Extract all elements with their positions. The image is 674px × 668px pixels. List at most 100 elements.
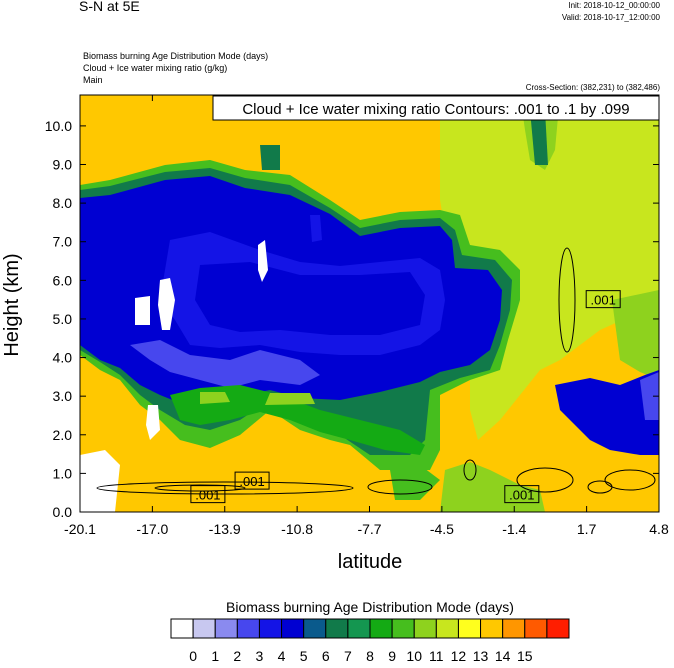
contour-lower-right-2 xyxy=(516,467,574,493)
x-tick-label: -20.1 xyxy=(64,521,96,537)
field-white-blob-1 xyxy=(158,278,175,330)
colorbar-swatch xyxy=(192,618,216,639)
x-tick-label: 1.7 xyxy=(577,521,597,537)
colorbar-label: 6 xyxy=(322,648,330,664)
field-surface-green xyxy=(440,462,545,512)
field-description-1: Biomass burning Age Distribution Mode (d… xyxy=(83,51,269,61)
contour-label-box xyxy=(234,471,270,490)
contour-lower-right-4 xyxy=(604,469,656,491)
contour-label: .001 xyxy=(239,474,264,489)
colorbar-label: 15 xyxy=(517,648,533,664)
field-description-2: Cloud + Ice water mixing ratio (g/kg) xyxy=(83,63,228,73)
y-tick-label: 3.0 xyxy=(53,388,73,404)
colorbar-swatch xyxy=(502,618,526,639)
colorbar-title: Biomass burning Age Distribution Mode (d… xyxy=(226,599,514,615)
colorbar-label: 2 xyxy=(233,648,241,664)
x-axis-label: latitude xyxy=(338,551,403,573)
colorbar-label: 7 xyxy=(344,648,352,664)
colorbar-label: 10 xyxy=(406,648,422,664)
cross-section-label: Cross-Section: (382,231) to (382,486) xyxy=(525,83,660,92)
field-description-3: Main xyxy=(83,75,103,85)
y-tick-label: 6.0 xyxy=(53,272,73,288)
y-axis: 0.0 1.0 2.0 3.0 4.0 5.0 6.0 7.0 8.0 9.0 10.0 xyxy=(45,118,659,520)
contour-label: .001 xyxy=(195,488,220,503)
contour-label: .001 xyxy=(591,293,616,308)
contour-lower-left-inner xyxy=(154,484,246,492)
colorbar-swatch xyxy=(281,618,305,639)
contour-label-box xyxy=(190,485,226,504)
field-white-blob-3 xyxy=(258,240,268,282)
field-right-blue xyxy=(555,370,659,455)
field-plume-green-right xyxy=(612,290,659,380)
valid-time: Valid: 2018-10-17_12:00:00 xyxy=(561,13,660,22)
colorbar-label: 4 xyxy=(278,648,286,664)
y-tick-label: 9.0 xyxy=(53,157,73,173)
plot-left-title: S-N at 5E xyxy=(79,0,140,14)
y-tick-label: 2.0 xyxy=(53,427,73,443)
colorbar-swatch xyxy=(369,618,393,639)
colorbar-swatch xyxy=(391,618,415,639)
x-tick-label: -17.0 xyxy=(136,521,168,537)
colorbar-swatch xyxy=(480,618,504,639)
colorbar-label: 13 xyxy=(473,648,489,664)
colorbar-label: 1 xyxy=(211,648,219,664)
contour-label-box xyxy=(585,290,621,309)
x-tick-label: -10.8 xyxy=(281,521,313,537)
x-tick-label: -13.9 xyxy=(209,521,241,537)
x-tick-label: -1.4 xyxy=(502,521,526,537)
field-blue-spot xyxy=(310,215,322,242)
field-white-lower-left xyxy=(80,450,120,512)
field-surface-green-2 xyxy=(390,465,440,500)
colorbar-label: 5 xyxy=(300,648,308,664)
colorbar-swatch xyxy=(258,618,283,639)
x-tick-label: -7.7 xyxy=(357,521,381,537)
x-tick-label: -4.5 xyxy=(430,521,454,537)
colorbar-swatch xyxy=(435,618,459,639)
colorbar-swatch xyxy=(236,618,260,639)
colorbar-swatch xyxy=(170,618,194,639)
colorbar-label: 14 xyxy=(495,648,511,664)
colorbar: 0 1 2 3 4 5 6 7 8 9 10 11 12 13 14 15 xyxy=(170,618,570,664)
y-tick-label: 4.0 xyxy=(53,350,73,366)
field-top-darkgreen-2 xyxy=(530,110,548,165)
colorbar-swatch xyxy=(325,618,349,639)
y-tick-label: 0.0 xyxy=(53,504,73,520)
colorbar-label: 11 xyxy=(429,648,444,664)
field-right-purple xyxy=(640,372,659,420)
colorbar-label: 12 xyxy=(451,648,467,664)
field-white-blob-4 xyxy=(146,405,160,440)
colorbar-swatch xyxy=(524,618,548,639)
colorbar-label: 0 xyxy=(189,648,197,664)
y-axis-label: Height (km) xyxy=(1,253,23,356)
init-time: Init: 2018-10-12_00:00:00 xyxy=(568,1,660,10)
field-green-band xyxy=(170,385,425,455)
colorbar-swatch xyxy=(347,618,371,639)
x-tick-label: 4.8 xyxy=(649,521,669,537)
colorbar-swatch xyxy=(214,618,238,639)
mixing-ratio-contours xyxy=(96,247,656,495)
contour-label: .001 xyxy=(509,488,534,503)
colorbar-label: 9 xyxy=(388,648,396,664)
contour-lower-mid xyxy=(367,479,433,495)
colorbar-swatch xyxy=(413,618,437,639)
colorbar-swatch xyxy=(546,618,570,639)
contour-label-box xyxy=(504,485,540,504)
field-white-blob-2 xyxy=(135,296,150,325)
chart-title-box xyxy=(212,95,660,121)
contour-upper-right xyxy=(558,247,576,353)
field-green-blob-1 xyxy=(200,392,230,404)
y-tick-label: 7.0 xyxy=(53,234,73,250)
chart-title: Cloud + Ice water mixing ratio Contours:… xyxy=(242,101,629,118)
field-top-darkgreen xyxy=(260,145,280,170)
field-blue-inner xyxy=(195,262,425,335)
heatmap-field xyxy=(80,95,659,512)
y-tick-label: 1.0 xyxy=(53,465,73,481)
x-axis: -20.1 -17.0 -13.9 -10.8 -7.7 -4.5 -1.4 1.7 4.8 xyxy=(64,95,669,537)
colorbar-swatch xyxy=(303,618,327,639)
field-green-blob-2 xyxy=(265,393,315,405)
field-purple xyxy=(130,340,320,388)
y-tick-label: 8.0 xyxy=(53,195,73,211)
contour-lower-right-1 xyxy=(463,459,477,481)
y-tick-label: 5.0 xyxy=(53,311,73,327)
